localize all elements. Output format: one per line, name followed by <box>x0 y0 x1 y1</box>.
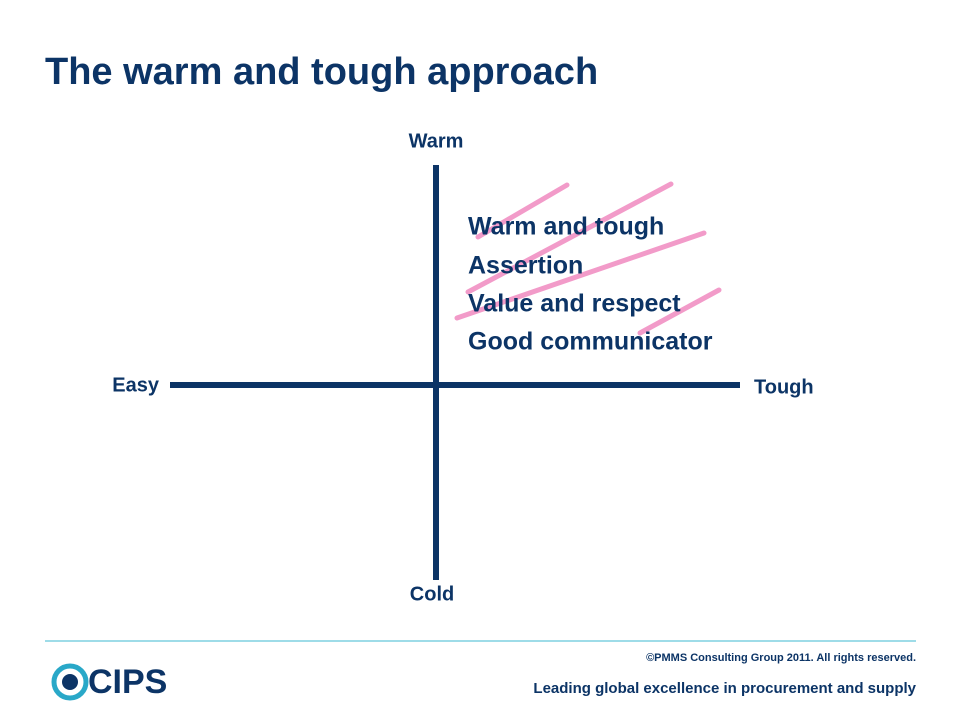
slide-title: The warm and tough approach <box>45 51 598 93</box>
axis-label-right: Tough <box>754 376 814 398</box>
quadrant-line: Good communicator <box>468 328 713 356</box>
logo-dot <box>62 674 78 690</box>
highlight-stroke <box>475 182 570 240</box>
tagline: Leading global excellence in procurement… <box>533 680 916 697</box>
copyright: ©PMMS Consulting Group 2011. All rights … <box>646 652 916 664</box>
logo-text: CIPS <box>88 663 167 701</box>
logo-ring <box>51 663 89 701</box>
highlight-stroke <box>637 287 722 336</box>
highlight-stroke <box>454 230 707 321</box>
quadrant-line: Warm and tough <box>468 213 664 241</box>
logo: CIPS <box>51 663 167 701</box>
axis-label-left: Easy <box>112 374 160 396</box>
highlight-strokes <box>454 181 722 336</box>
axis-label-bottom: Cold <box>410 583 454 605</box>
quadrant-line: Assertion <box>468 252 583 280</box>
axis-label-top: Warm <box>409 130 464 152</box>
quadrant-line: Value and respect <box>468 290 681 318</box>
highlight-stroke <box>465 181 674 295</box>
